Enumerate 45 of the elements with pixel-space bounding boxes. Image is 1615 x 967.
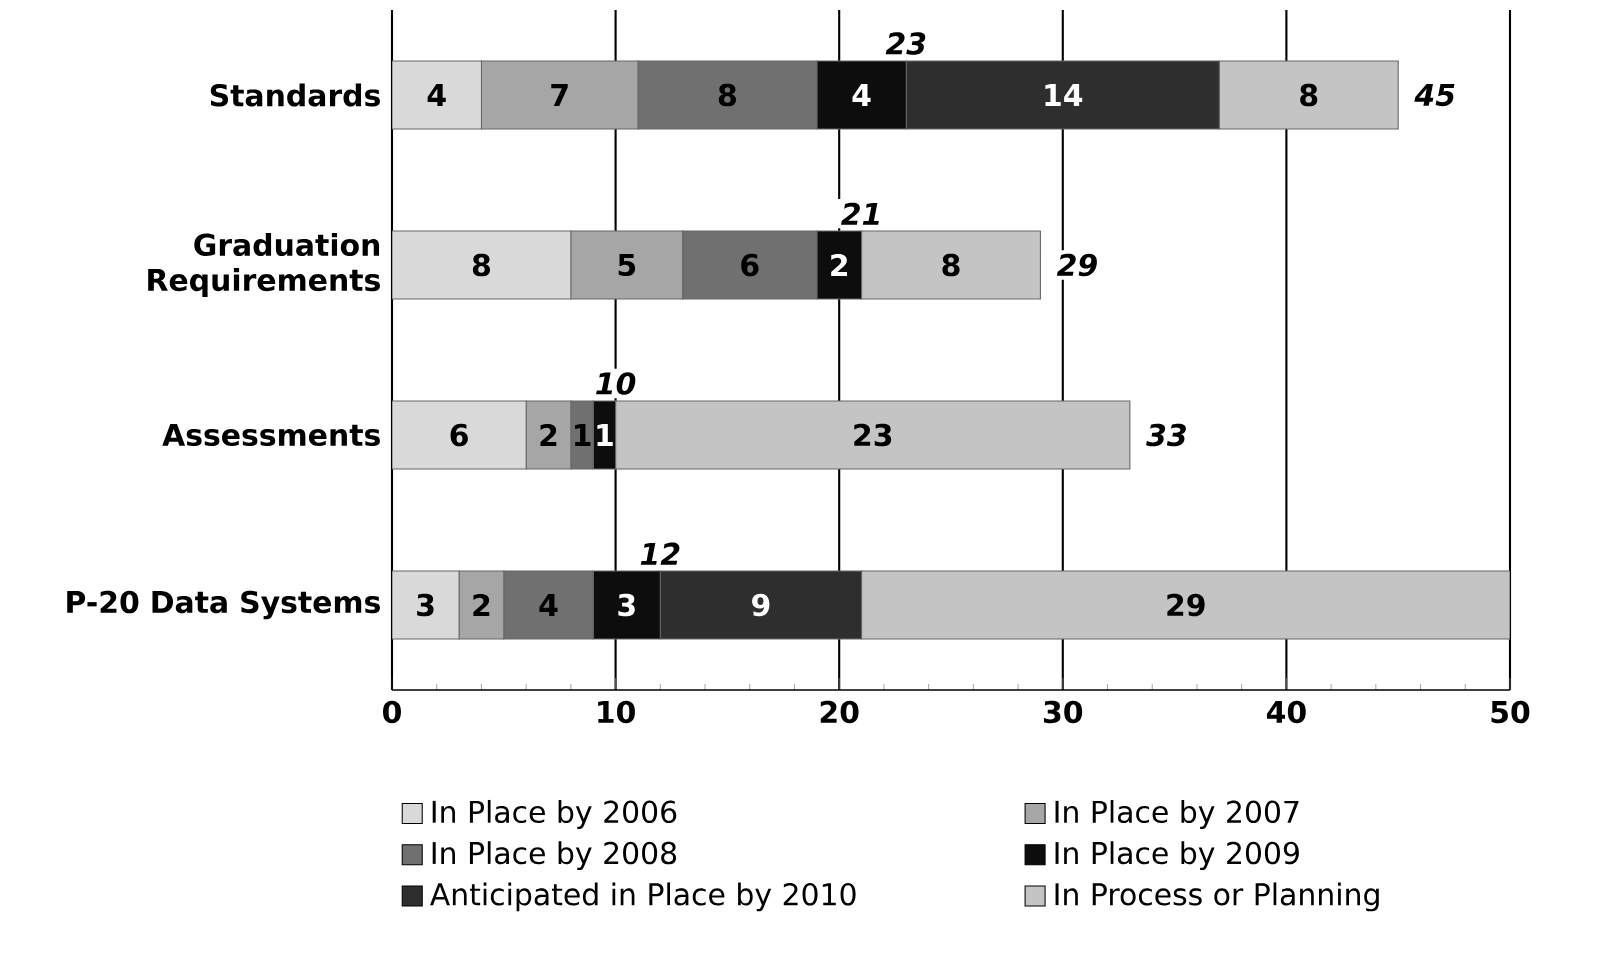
data-label: 5 — [618, 253, 636, 277]
data-label: 3 — [417, 593, 434, 617]
data-label: 8 — [718, 83, 736, 107]
data-label: 2 — [831, 253, 847, 277]
data-label: 3 — [618, 593, 635, 617]
annotation: 10 — [596, 372, 636, 395]
data-label: 1 — [597, 424, 613, 446]
data-label: 1 — [575, 424, 591, 446]
annotation: 12 — [640, 542, 680, 565]
x-tick-label: 50 — [1491, 700, 1530, 724]
data-label: 8 — [1300, 83, 1318, 107]
annotation: 23 — [885, 32, 926, 55]
data-label: 7 — [551, 84, 568, 106]
y-tick-label: Standards — [210, 83, 380, 107]
legend-label: In Place by 2006 — [432, 799, 677, 829]
data-label: 2 — [473, 593, 490, 617]
legend-label: In Process or Planning — [1055, 882, 1379, 912]
data-label: 29 — [1167, 593, 1205, 617]
x-tick-label: 30 — [1043, 700, 1083, 724]
data-label: 6 — [450, 423, 468, 447]
x-tick-label: 40 — [1266, 700, 1306, 724]
annotation: 21 — [840, 202, 879, 225]
data-label: 23 — [854, 423, 892, 447]
total-label: 29 — [1056, 253, 1097, 277]
legend-label: Anticipated in Place by 2010 — [430, 882, 856, 912]
x-tick-label: 0 — [383, 700, 401, 724]
data-label: 2 — [540, 423, 557, 447]
data-label: 4 — [539, 594, 558, 616]
y-tick-label: Assessments — [162, 423, 380, 447]
data-label: 8 — [472, 253, 491, 277]
total-label: 45 — [1414, 83, 1455, 107]
y-tick-label: Graduation Requirements — [148, 232, 380, 298]
data-label: 4 — [852, 84, 871, 106]
data-label: 4 — [427, 84, 446, 106]
legend-label: In Place by 2009 — [1055, 841, 1299, 871]
x-tick-label: 10 — [598, 700, 635, 724]
data-label: 14 — [1045, 84, 1083, 106]
legend-label: In Place by 2008 — [432, 841, 677, 871]
legend-label: In Place by 2007 — [1055, 799, 1299, 829]
total-label: 33 — [1146, 423, 1186, 447]
data-label: 8 — [942, 253, 960, 277]
x-tick-label: 20 — [820, 700, 859, 724]
y-tick-label: P-20 Data Systems — [67, 590, 380, 620]
data-label: 6 — [741, 253, 759, 277]
data-label: 9 — [752, 593, 770, 617]
